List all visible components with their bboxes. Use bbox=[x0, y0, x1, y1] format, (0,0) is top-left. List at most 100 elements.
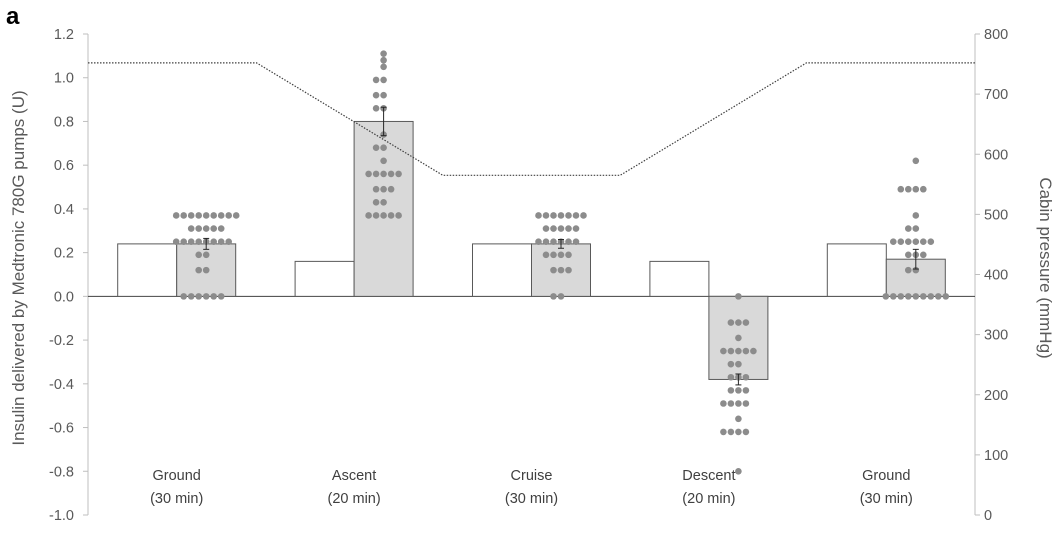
bar-white bbox=[826, 243, 887, 297]
data-point bbox=[927, 293, 935, 300]
category-label: Ground bbox=[153, 468, 201, 484]
y-tick-label: 0.2 bbox=[54, 246, 74, 262]
y-tick-label: -0.2 bbox=[49, 333, 74, 349]
error-bars-group bbox=[203, 106, 919, 386]
data-point bbox=[380, 50, 387, 57]
category-duration: (30 min) bbox=[505, 491, 558, 507]
bar-white bbox=[472, 243, 532, 297]
data-point bbox=[380, 56, 387, 64]
y-tick-label: 0.8 bbox=[54, 114, 74, 130]
y-tick-label: -0.6 bbox=[49, 421, 74, 437]
data-point bbox=[727, 387, 735, 394]
category-label: Ascent bbox=[332, 468, 376, 484]
data-point bbox=[210, 238, 217, 246]
data-point bbox=[735, 360, 742, 368]
data-point bbox=[195, 266, 202, 274]
y2-tick-label: 400 bbox=[984, 268, 1008, 284]
pressure-line-group bbox=[88, 62, 975, 176]
y-tick-label: 0.6 bbox=[54, 158, 74, 174]
data-point bbox=[727, 373, 735, 381]
data-point bbox=[912, 157, 920, 165]
data-point bbox=[557, 266, 565, 274]
data-point bbox=[372, 212, 380, 219]
data-point bbox=[912, 212, 920, 219]
data-point bbox=[735, 400, 742, 407]
data-point bbox=[550, 266, 557, 274]
data-point bbox=[550, 293, 557, 300]
y2-tick-label: 0 bbox=[984, 508, 992, 524]
data-point bbox=[742, 373, 750, 381]
data-point bbox=[912, 266, 920, 274]
data-point bbox=[535, 238, 542, 246]
data-point bbox=[572, 225, 580, 232]
data-point bbox=[550, 238, 557, 246]
y-tick-label: -0.8 bbox=[49, 464, 74, 480]
data-point bbox=[372, 170, 380, 178]
bar-white bbox=[294, 260, 355, 297]
data-point bbox=[202, 212, 210, 219]
y2-tick-label: 700 bbox=[984, 87, 1008, 103]
data-point bbox=[225, 212, 232, 219]
data-point bbox=[217, 225, 225, 232]
data-point bbox=[202, 251, 210, 259]
data-point bbox=[942, 293, 950, 300]
points-group bbox=[172, 50, 950, 475]
data-point bbox=[202, 293, 210, 300]
data-point bbox=[897, 185, 905, 193]
y2-tick-label: 100 bbox=[984, 448, 1008, 464]
data-point bbox=[565, 238, 572, 246]
data-point bbox=[542, 238, 550, 246]
data-point bbox=[395, 170, 402, 178]
y2-tick-label: 600 bbox=[984, 147, 1008, 163]
data-point bbox=[195, 238, 202, 246]
y-tick-label: -1.0 bbox=[49, 508, 74, 524]
bar-white bbox=[117, 243, 178, 297]
data-point bbox=[912, 293, 920, 300]
data-point bbox=[572, 238, 580, 246]
data-point bbox=[557, 251, 565, 259]
data-point bbox=[742, 400, 750, 407]
data-point bbox=[735, 428, 742, 436]
data-point bbox=[742, 428, 750, 436]
data-point bbox=[180, 293, 187, 300]
data-point bbox=[172, 212, 180, 219]
data-point bbox=[727, 347, 735, 355]
data-point bbox=[890, 293, 897, 300]
data-point bbox=[912, 185, 920, 193]
data-point bbox=[202, 225, 210, 232]
data-point bbox=[720, 400, 727, 407]
data-point bbox=[365, 212, 372, 219]
data-point bbox=[542, 212, 550, 219]
y-tick-label: 1.2 bbox=[54, 27, 74, 43]
data-point bbox=[735, 467, 742, 475]
data-point bbox=[195, 225, 202, 232]
data-point bbox=[905, 251, 912, 259]
y2-tick-label: 200 bbox=[984, 388, 1008, 404]
data-point bbox=[550, 212, 557, 219]
data-point bbox=[565, 212, 572, 219]
bar-white bbox=[649, 260, 710, 297]
data-point bbox=[572, 212, 580, 219]
y2-tick-label: 500 bbox=[984, 207, 1008, 223]
data-point bbox=[225, 238, 232, 246]
category-duration: (30 min) bbox=[150, 491, 203, 507]
data-point bbox=[550, 251, 557, 259]
category-duration: (20 min) bbox=[328, 491, 381, 507]
data-point bbox=[210, 293, 217, 300]
data-point bbox=[187, 212, 195, 219]
data-point bbox=[742, 387, 750, 394]
data-point bbox=[187, 238, 195, 246]
data-point bbox=[195, 251, 202, 259]
category-label: Cruise bbox=[511, 468, 553, 484]
data-point bbox=[195, 212, 202, 219]
data-point bbox=[720, 428, 727, 436]
y-tick-label: 0.4 bbox=[54, 202, 74, 218]
data-point bbox=[372, 199, 380, 206]
data-point bbox=[735, 334, 742, 342]
data-point bbox=[905, 225, 912, 232]
y-tick-label: 0.0 bbox=[54, 289, 74, 305]
data-point bbox=[387, 170, 395, 178]
data-point bbox=[905, 266, 912, 274]
data-point bbox=[380, 91, 387, 99]
data-point bbox=[920, 251, 927, 259]
